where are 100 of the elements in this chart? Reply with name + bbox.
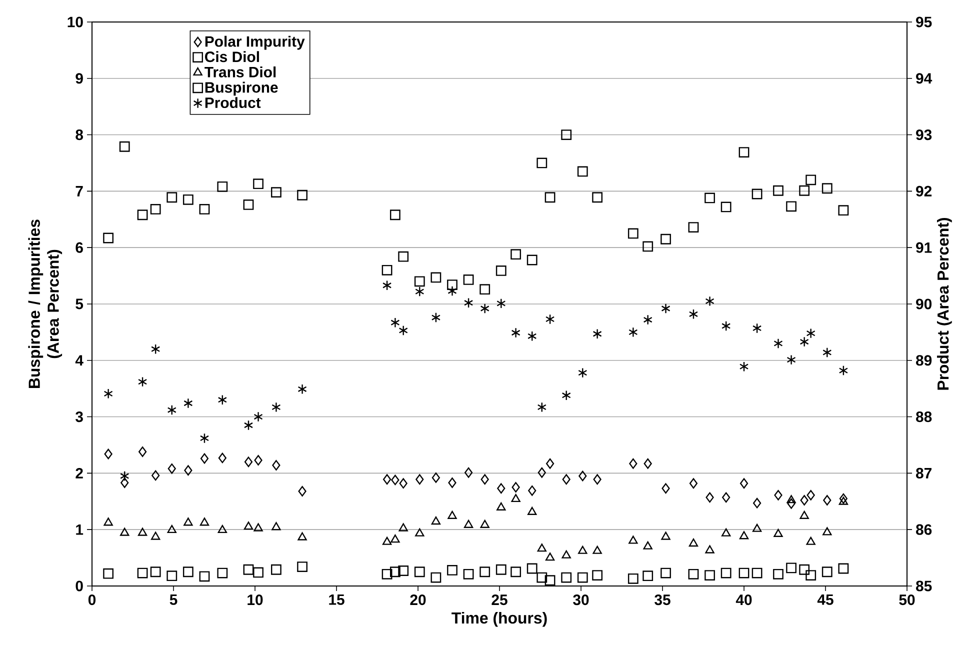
point bbox=[138, 528, 148, 536]
legend-label: Cis Diol bbox=[205, 51, 259, 62]
point bbox=[480, 566, 490, 578]
y2-tick-label: 88 bbox=[916, 411, 932, 422]
point bbox=[167, 524, 176, 534]
x-tick-label: 15 bbox=[329, 594, 344, 605]
point bbox=[297, 190, 308, 200]
point bbox=[800, 495, 808, 506]
point bbox=[800, 510, 809, 519]
y-tick-label: 3 bbox=[76, 411, 83, 422]
point bbox=[271, 187, 282, 198]
point bbox=[578, 470, 587, 482]
point bbox=[578, 546, 588, 554]
point bbox=[536, 158, 548, 168]
point bbox=[243, 200, 254, 210]
point bbox=[398, 566, 409, 576]
x-tick-label: 10 bbox=[248, 594, 263, 606]
point bbox=[838, 496, 848, 505]
point bbox=[688, 222, 699, 232]
point bbox=[706, 492, 714, 503]
point bbox=[774, 490, 782, 500]
point bbox=[562, 474, 570, 485]
point bbox=[739, 531, 749, 540]
legend-label: Buspirone bbox=[205, 82, 278, 96]
x-tick-label: 45 bbox=[817, 594, 834, 605]
point bbox=[704, 192, 715, 204]
point bbox=[254, 412, 263, 422]
point bbox=[496, 298, 506, 309]
point bbox=[526, 254, 538, 266]
point bbox=[537, 402, 546, 412]
point bbox=[593, 474, 602, 485]
point bbox=[271, 564, 282, 575]
point bbox=[628, 573, 638, 584]
point bbox=[661, 532, 670, 540]
x-tick-label: 20 bbox=[410, 594, 426, 606]
point bbox=[786, 354, 796, 366]
point bbox=[643, 541, 652, 550]
point bbox=[738, 147, 750, 158]
point bbox=[753, 498, 762, 508]
point bbox=[562, 550, 571, 558]
point bbox=[528, 330, 537, 342]
point bbox=[382, 536, 392, 545]
point bbox=[578, 368, 588, 378]
point bbox=[721, 320, 731, 332]
point bbox=[431, 312, 441, 323]
y2-tick-label: 93 bbox=[916, 129, 932, 140]
point bbox=[720, 202, 732, 212]
point bbox=[200, 518, 210, 526]
x-tick-label: 5 bbox=[170, 594, 178, 605]
point bbox=[799, 185, 810, 196]
point bbox=[752, 188, 762, 200]
point bbox=[662, 483, 670, 494]
point bbox=[104, 518, 113, 526]
point bbox=[272, 460, 280, 470]
point bbox=[511, 328, 520, 338]
point bbox=[431, 516, 441, 525]
point bbox=[448, 478, 456, 488]
y2-tick-label: 87 bbox=[916, 468, 932, 478]
point bbox=[199, 204, 210, 214]
point bbox=[464, 467, 473, 478]
point bbox=[628, 536, 638, 544]
point bbox=[104, 448, 112, 460]
y-tick-label: 1 bbox=[76, 524, 84, 535]
point bbox=[562, 390, 571, 401]
point bbox=[822, 347, 832, 358]
point bbox=[253, 567, 264, 578]
point bbox=[628, 326, 638, 338]
x-tick-label: 0 bbox=[88, 594, 96, 606]
point bbox=[399, 478, 408, 489]
point bbox=[218, 452, 226, 464]
point bbox=[480, 520, 490, 528]
point bbox=[432, 472, 440, 483]
point bbox=[800, 336, 809, 347]
point bbox=[199, 571, 210, 582]
point bbox=[150, 532, 160, 540]
point bbox=[138, 446, 147, 457]
point bbox=[786, 562, 796, 574]
y2-tick-label: 85 bbox=[916, 580, 932, 592]
point bbox=[253, 178, 264, 190]
point bbox=[752, 568, 762, 578]
point bbox=[398, 251, 409, 262]
point bbox=[430, 272, 442, 283]
point bbox=[382, 474, 392, 485]
point bbox=[806, 174, 816, 186]
point bbox=[497, 483, 506, 494]
point bbox=[688, 308, 698, 320]
point bbox=[390, 534, 400, 543]
point bbox=[592, 546, 602, 554]
point bbox=[774, 528, 783, 537]
point bbox=[688, 568, 699, 580]
point bbox=[480, 303, 490, 314]
point bbox=[391, 474, 400, 486]
point bbox=[414, 566, 425, 578]
y2-axis-title: Product (Area Percent) bbox=[937, 218, 952, 390]
point bbox=[806, 570, 816, 580]
point bbox=[720, 568, 732, 578]
point bbox=[738, 568, 750, 578]
y2-tick-label: 94 bbox=[916, 73, 932, 84]
y-tick-label: 9 bbox=[76, 73, 83, 84]
point bbox=[496, 564, 506, 575]
